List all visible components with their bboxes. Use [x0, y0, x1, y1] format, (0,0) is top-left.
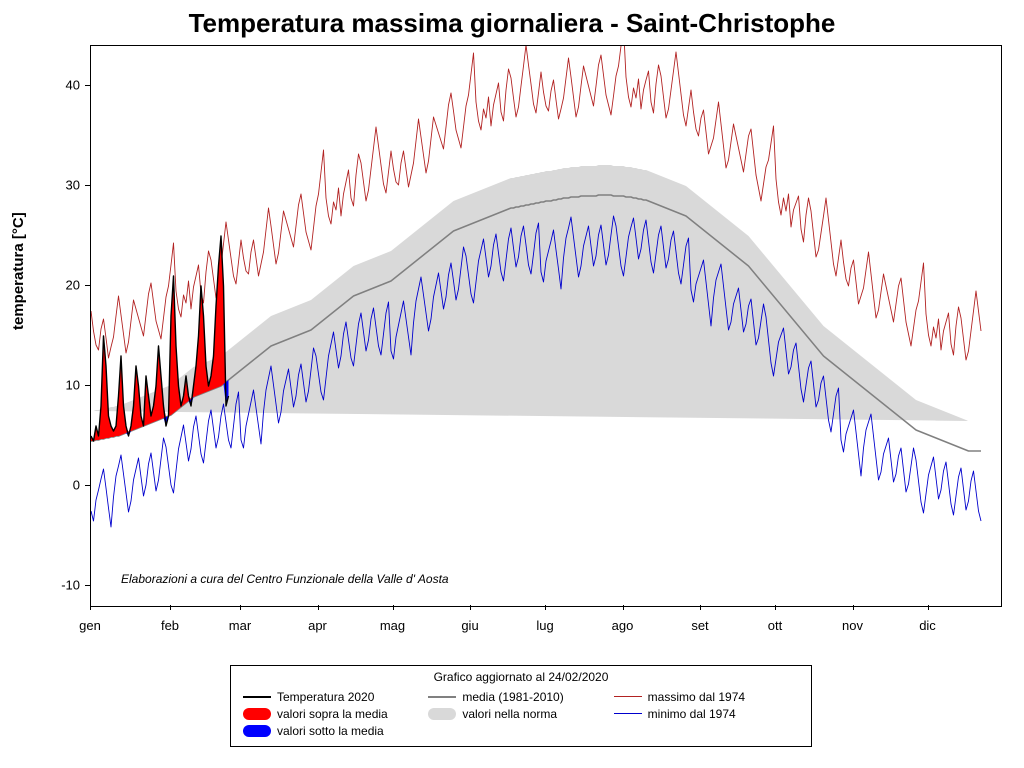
legend-label-temp2020: Temperatura 2020: [277, 690, 374, 704]
legend-swatch-norm: [428, 708, 456, 720]
legend-swatch-below: [243, 725, 271, 737]
legend-item-media: media (1981-2010): [428, 688, 613, 705]
legend-columns: Temperatura 2020 valori sopra la media v…: [231, 684, 811, 739]
y-axis-label: temperatura [°C]: [10, 212, 27, 330]
legend-label-above: valori sopra la media: [277, 707, 388, 721]
legend-swatch-above: [243, 708, 271, 720]
legend-col-3: massimo dal 1974 minimo dal 1974: [614, 688, 799, 739]
legend-label-media: media (1981-2010): [462, 690, 563, 704]
legend-swatch-min: [614, 713, 642, 714]
y-ticks: -10010203040: [50, 45, 90, 605]
legend-item-norm: valori nella norma: [428, 705, 613, 722]
chart-container: Temperatura massima giornaliera - Saint-…: [0, 0, 1024, 768]
legend-col-2: media (1981-2010) valori nella norma: [428, 688, 613, 739]
chart-caption: Elaborazioni a cura del Centro Funzional…: [121, 572, 449, 586]
legend-item-min: minimo dal 1974: [614, 705, 799, 722]
legend-swatch-max: [614, 696, 642, 697]
plot-area: Elaborazioni a cura del Centro Funzional…: [90, 45, 1002, 607]
legend: Grafico aggiornato al 24/02/2020 Tempera…: [230, 665, 812, 747]
legend-swatch-media: [428, 696, 456, 698]
legend-swatch-temp2020: [243, 696, 271, 698]
legend-label-max: massimo dal 1974: [648, 690, 745, 704]
legend-label-norm: valori nella norma: [462, 707, 557, 721]
chart-title: Temperatura massima giornaliera - Saint-…: [0, 8, 1024, 39]
legend-item-above: valori sopra la media: [243, 705, 428, 722]
legend-item-below: valori sotto la media: [243, 722, 428, 739]
legend-label-min: minimo dal 1974: [648, 707, 736, 721]
legend-col-1: Temperatura 2020 valori sopra la media v…: [243, 688, 428, 739]
plot-svg: [91, 46, 1001, 606]
legend-label-below: valori sotto la media: [277, 724, 384, 738]
legend-item-max: massimo dal 1974: [614, 688, 799, 705]
legend-title: Grafico aggiornato al 24/02/2020: [231, 666, 811, 684]
legend-item-temp2020: Temperatura 2020: [243, 688, 428, 705]
x-ticks: genfebmaraprmaggiulugagosetottnovdic: [90, 610, 1000, 640]
